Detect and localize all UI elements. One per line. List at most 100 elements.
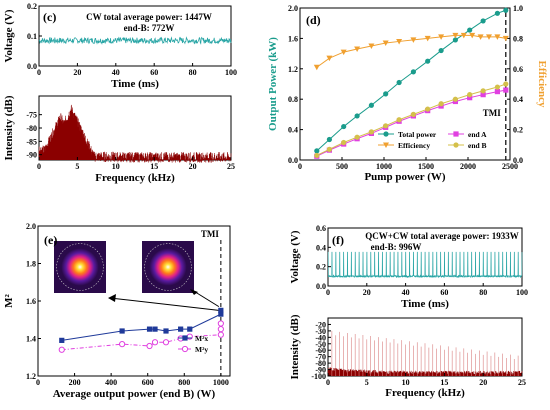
d-right-ytick-label: 0.6 bbox=[513, 65, 523, 74]
f-time-xtick-label: 80 bbox=[479, 288, 487, 297]
d-legend-label: end A bbox=[468, 130, 487, 139]
d-point-0 bbox=[354, 113, 360, 119]
c-spectrum-trace bbox=[38, 104, 232, 163]
d-point-0 bbox=[383, 91, 389, 97]
d-xtick-label: 2500 bbox=[502, 162, 518, 171]
c-spectrum-ylabel: Intensity (dB) bbox=[3, 95, 15, 160]
d-right-ytick-label: 0.8 bbox=[513, 34, 523, 43]
e-point-1 bbox=[217, 320, 224, 327]
f-time-ytick-label: 0.0 bbox=[316, 282, 326, 291]
d-point-1 bbox=[354, 46, 361, 53]
e-arrowhead-1 bbox=[108, 294, 116, 302]
d-point-3 bbox=[480, 88, 486, 94]
f-spectrum-ytick-label: -50 bbox=[315, 340, 326, 349]
d-point-1 bbox=[469, 32, 476, 39]
e-tmi-label: TMI bbox=[201, 229, 219, 239]
d-point-0 bbox=[341, 123, 347, 130]
d-point-0 bbox=[326, 136, 332, 143]
d-point-2 bbox=[480, 92, 486, 98]
d-point-3 bbox=[341, 139, 347, 146]
f-time-xtick-label: 40 bbox=[402, 288, 410, 297]
e-beam-profile-ring bbox=[56, 243, 104, 291]
c-time-xtick-label: 20 bbox=[73, 68, 81, 77]
d-xtick-label: 0 bbox=[298, 162, 302, 171]
d-point-1 bbox=[410, 37, 417, 43]
f-spectrum-harmonics bbox=[331, 330, 519, 376]
c-time-ytick-label: 0.0 bbox=[27, 62, 37, 71]
e-panel-label: (e) bbox=[44, 233, 57, 247]
e-point-0 bbox=[59, 337, 65, 343]
d-point-1 bbox=[313, 64, 320, 71]
e-arrowhead-2 bbox=[190, 289, 198, 295]
d-ytick-label: 0.8 bbox=[288, 95, 298, 104]
d-point-1 bbox=[452, 32, 459, 39]
f-spectrum-xtick-label: 10 bbox=[402, 378, 410, 387]
c-time-ytick-label: 0.1 bbox=[27, 32, 37, 41]
d-xtick-label: 1500 bbox=[418, 162, 434, 171]
d-point-0 bbox=[480, 18, 486, 24]
d-point-3 bbox=[314, 152, 320, 159]
e-xtick-label: 200 bbox=[69, 378, 81, 387]
e-point-1 bbox=[119, 341, 126, 348]
c-spectrum-ytick-label: -80 bbox=[26, 124, 37, 133]
d-point-3 bbox=[452, 96, 458, 102]
d-point-3 bbox=[326, 146, 332, 152]
d-point-0 bbox=[503, 7, 509, 13]
e-point-0 bbox=[119, 328, 125, 334]
f-spectrum-ylabel: Intensity (dB) bbox=[289, 314, 301, 379]
d-right-ytick-label: 1.0 bbox=[513, 4, 523, 13]
f-spectrum-ytick-label: -100 bbox=[311, 372, 326, 381]
d-point-1 bbox=[486, 34, 492, 40]
d-ytick-label: 1.6 bbox=[288, 34, 298, 43]
e-point-1 bbox=[217, 331, 224, 338]
d-legend-marker bbox=[383, 131, 389, 137]
d-ytick-label: 2.0 bbox=[288, 4, 298, 13]
c-spectrum-xtick-label: 20 bbox=[189, 162, 197, 171]
d-legend-marker bbox=[383, 142, 389, 148]
c-time-xtick-label: 100 bbox=[225, 68, 237, 77]
d-point-1 bbox=[340, 49, 347, 56]
c-time-ytick-label: 0.2 bbox=[27, 2, 37, 11]
d-legend-label: Efficiency bbox=[398, 141, 430, 150]
f-time-xtick-label: 20 bbox=[363, 288, 371, 297]
e-point-0 bbox=[146, 326, 153, 332]
c-panel-label: (c) bbox=[43, 10, 56, 24]
e-xtick-label: 0 bbox=[36, 378, 40, 387]
c-spectrum-ytick-label: -85 bbox=[26, 137, 37, 146]
d-point-2 bbox=[467, 95, 473, 101]
d-legend-label: Total power bbox=[398, 130, 437, 139]
f-spectrum-ytick-label: -60 bbox=[315, 346, 326, 355]
d-point-0 bbox=[467, 27, 473, 33]
c-spectrum-xtick-label: 5 bbox=[75, 162, 79, 171]
d-xlabel: Pump power (W) bbox=[364, 171, 445, 183]
d-tmi-label: TMI bbox=[483, 108, 501, 118]
d-y2label: Efficiency bbox=[536, 60, 548, 108]
e-legend-label: M²x bbox=[195, 334, 208, 343]
f-spectrum-ytick-label: -40 bbox=[315, 333, 326, 342]
e-point-1 bbox=[58, 346, 65, 353]
f-spectrum-ytick-label: -20 bbox=[315, 320, 326, 329]
d-point-0 bbox=[438, 47, 444, 54]
e-xtick-label: 1000 bbox=[213, 378, 229, 387]
e-ytick-label: 1.4 bbox=[26, 335, 36, 344]
c-annotation-endb: end-B: 772W bbox=[124, 23, 175, 33]
f-annotation-endb: end-B: 996W bbox=[371, 242, 422, 252]
e-xtick-label: 800 bbox=[178, 378, 190, 387]
c-annotation-total: CW total average power: 1447W bbox=[86, 12, 212, 22]
d-point-3 bbox=[368, 129, 374, 135]
e-ytick-label: 1.8 bbox=[26, 260, 36, 269]
d-point-0 bbox=[494, 10, 500, 16]
d-right-ytick-label: 0.2 bbox=[513, 126, 523, 135]
c-spectrum-ytick-label: -75 bbox=[26, 111, 37, 120]
e-point-0 bbox=[187, 326, 193, 332]
f-time-ytick-label: 0.2 bbox=[316, 263, 326, 272]
d-ylabel: Output Power (kW) bbox=[267, 37, 279, 131]
c-time-xtick-label: 60 bbox=[150, 68, 158, 77]
e-point-1 bbox=[146, 342, 153, 350]
f-time-ytick-label: 0.6 bbox=[316, 224, 326, 233]
d-point-3 bbox=[438, 101, 444, 107]
c-voltage-trace bbox=[38, 36, 232, 45]
c-spectrum-ytick-label: -90 bbox=[26, 151, 37, 160]
d-xtick-label: 1000 bbox=[376, 162, 392, 171]
e-ytick-label: 1.6 bbox=[26, 297, 36, 306]
